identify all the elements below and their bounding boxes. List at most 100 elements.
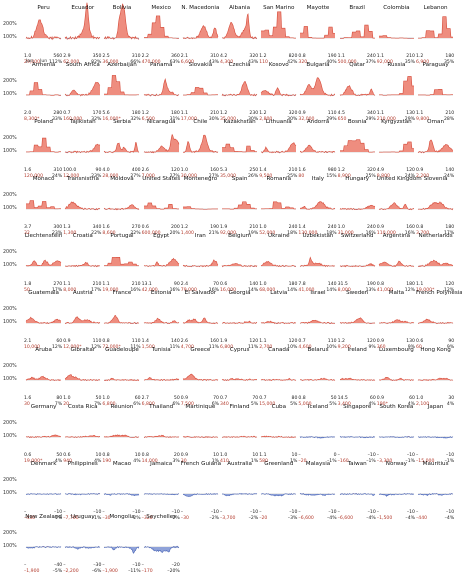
ratio-high: –10 xyxy=(132,563,140,568)
panel-svg xyxy=(416,289,455,346)
country-name: Canada xyxy=(259,347,298,353)
panel-svg xyxy=(220,289,259,346)
country-name: Hong Kong xyxy=(416,347,455,353)
panel-svg xyxy=(416,232,455,289)
ratio-high: 980 xyxy=(328,168,337,173)
ratio-high: 10 xyxy=(213,453,219,458)
ratio-low: 1.6 xyxy=(102,225,109,230)
ratio-low: 0.9 xyxy=(416,168,423,173)
ratio-high: 120 xyxy=(445,282,454,287)
excess-area xyxy=(183,26,218,38)
ratio-high: –10 xyxy=(368,510,376,515)
ratio-low: 0.8 xyxy=(142,453,149,458)
panel-svg xyxy=(63,175,102,232)
excess-area xyxy=(26,201,61,209)
panel-svg xyxy=(338,289,377,346)
ratio-low: 1.1 xyxy=(416,282,423,287)
ratio-low: 1.1 xyxy=(63,282,70,287)
ratio-high: 70 xyxy=(213,282,219,287)
country-name: Israel xyxy=(298,290,337,296)
country-name: Guatemala xyxy=(24,290,63,296)
country-name: Seychelles xyxy=(142,514,181,520)
country-name: Denmark xyxy=(24,461,63,467)
ratio-low: 2.5 xyxy=(102,54,109,59)
chart-panel: Mongolia––10–1,900–11% xyxy=(102,513,141,570)
excess-percent: –4% xyxy=(445,516,455,521)
panel-svg xyxy=(298,232,337,289)
ratio-high: 230 xyxy=(249,111,258,116)
y-tick-label-100: 100% xyxy=(3,92,17,97)
country-name: Brazil xyxy=(338,5,377,11)
country-name: Iceland xyxy=(298,404,337,410)
excess-percent: –4% xyxy=(327,516,337,521)
x-tick-label: Jan xyxy=(26,59,33,64)
ratio-low: 1.8 xyxy=(24,282,31,287)
country-name: South Korea xyxy=(377,404,416,410)
panel-svg xyxy=(102,61,141,118)
country-name: Costa Rica xyxy=(63,404,102,410)
ratio-low: 1.6 xyxy=(298,168,305,173)
ratio-high: 70 xyxy=(213,396,219,401)
country-name: Oman xyxy=(416,119,455,125)
ratio-high: 20 xyxy=(174,453,180,458)
series-line xyxy=(261,321,296,324)
ratio-low: 100.0 xyxy=(63,168,76,173)
ratio-high: 90 xyxy=(448,339,454,344)
country-name: Malta xyxy=(377,290,416,296)
country-name: Peru xyxy=(24,5,63,11)
ratio-high: 60 xyxy=(135,396,141,401)
country-name: Ireland xyxy=(338,347,377,353)
country-name: Cyprus xyxy=(220,347,259,353)
excess-area xyxy=(144,203,179,209)
ratio-high: 120 xyxy=(367,339,376,344)
panel-svg xyxy=(181,403,220,460)
y-tick-label-200: 200% xyxy=(3,531,17,536)
y-tick-label-100: 100% xyxy=(3,35,17,40)
excess-area xyxy=(65,144,100,152)
ratio-low: 1.6 xyxy=(24,396,31,401)
country-name: New Zealand xyxy=(24,514,63,520)
ratio-high: 110 xyxy=(93,339,102,344)
series-line xyxy=(222,263,257,266)
y-tick-label-100: 100% xyxy=(3,544,17,549)
country-name: Montenegro xyxy=(181,176,220,182)
ratio-low: – xyxy=(338,453,340,458)
country-name: Iran xyxy=(181,233,220,239)
series-line xyxy=(104,315,139,323)
ratio-low: 1.0 xyxy=(181,168,188,173)
ratio-low: 2.6 xyxy=(142,168,149,173)
ratio-low: 1.3 xyxy=(63,225,70,230)
panel-svg xyxy=(142,460,181,517)
chart-panel: Macao––10–30–2% xyxy=(102,460,141,517)
panel-svg xyxy=(220,403,259,460)
ratio-high: 210 xyxy=(210,111,219,116)
ratio-low: 0.9 xyxy=(63,339,70,344)
country-name: Taiwan xyxy=(338,461,377,467)
country-name: Bulgaria xyxy=(298,62,337,68)
ratio-low: 2.6 xyxy=(181,339,188,344)
panel-svg xyxy=(377,175,416,232)
panel-svg xyxy=(298,4,337,61)
country-name: Egypt xyxy=(142,233,181,239)
country-name: Russia xyxy=(377,62,416,68)
panel-svg xyxy=(377,61,416,118)
ratio-low: – xyxy=(220,510,222,515)
